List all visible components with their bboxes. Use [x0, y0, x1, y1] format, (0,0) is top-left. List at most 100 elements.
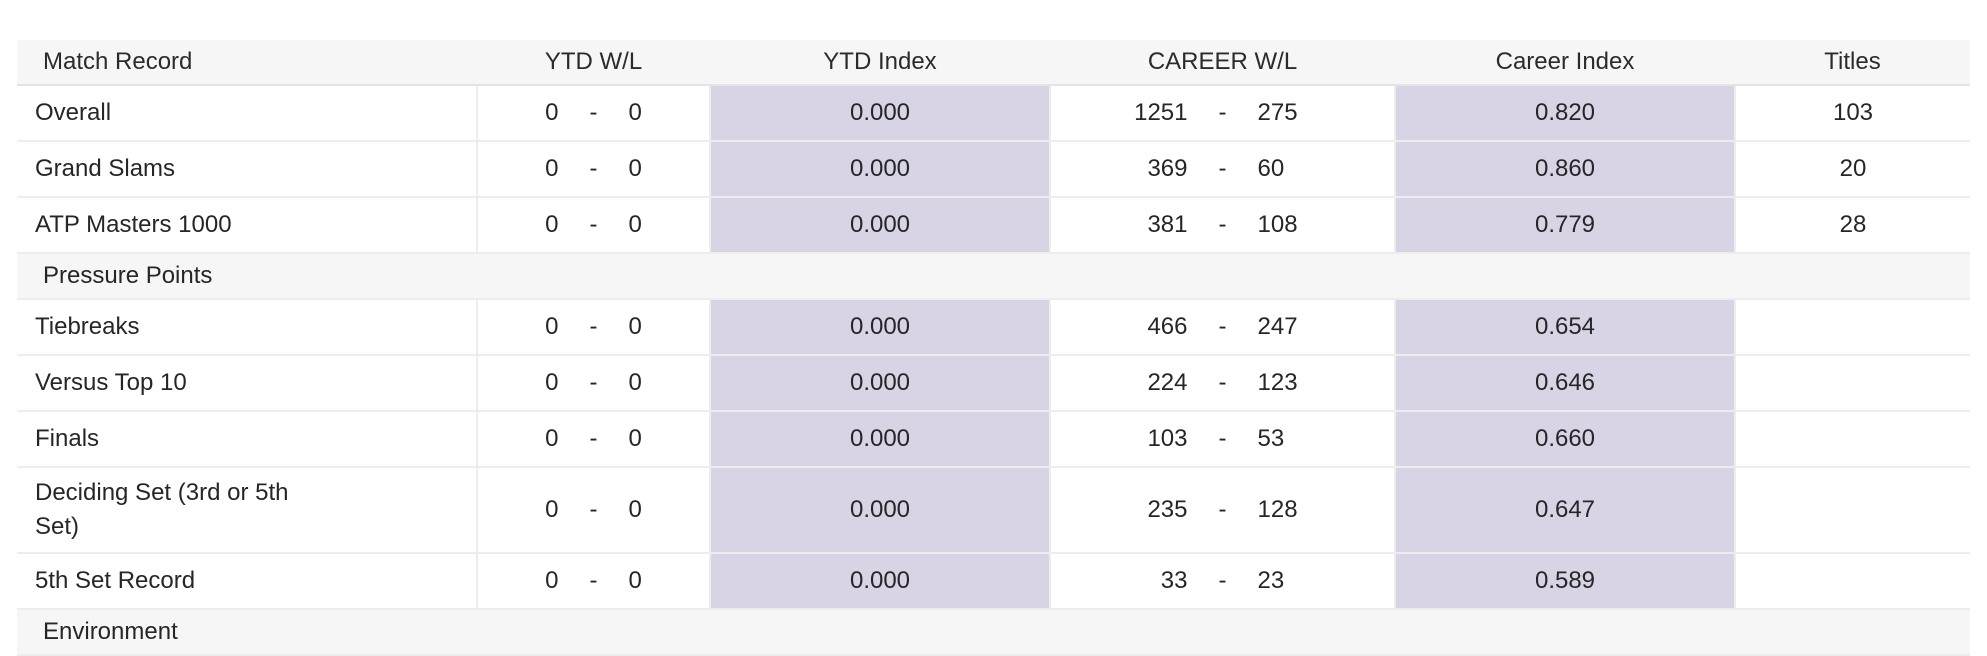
row-label: Grand Slams	[35, 155, 176, 182]
wl-separator: -	[589, 313, 598, 340]
row-label: Versus Top 10	[35, 369, 187, 396]
ytd-losses: 0	[628, 369, 642, 396]
row-label-cell: Versus Top 10	[17, 355, 478, 412]
career-wins: 103	[1147, 425, 1188, 452]
section-header-cell: Environment	[17, 609, 1970, 656]
titles-cell: 103	[1735, 85, 1970, 142]
career-losses: 23	[1257, 567, 1285, 594]
career-wl: 224 - 123	[1051, 369, 1394, 397]
row-label: Tiebreaks	[35, 313, 140, 340]
row-label: ATP Masters 1000	[35, 211, 232, 238]
titles-cell	[1735, 553, 1970, 610]
win-loss-stats-table: Match Record YTD W/L YTD Index CAREER W/…	[17, 40, 1970, 656]
ytd-wins: 0	[545, 99, 559, 126]
table-row: Deciding Set (3rd or 5th Set) 0-0 0.000 235…	[17, 467, 1970, 554]
ytd-losses: 0	[628, 567, 642, 594]
ytd-losses: 0	[628, 496, 642, 523]
row-label-cell: Overall	[17, 85, 478, 142]
career-index-cell: 0.654	[1395, 299, 1736, 356]
ytd-wins: 0	[545, 369, 559, 396]
ytd-index-cell: 0.000	[710, 85, 1051, 142]
titles-cell: 20	[1735, 141, 1970, 198]
table-row: Tiebreaks 0 - 0 0.000 466 - 247 0.654	[17, 299, 1970, 356]
wl-separator: -	[589, 567, 598, 594]
table-row: Overall 0 - 0 0.000 1251 - 275 0.820 103	[17, 85, 1970, 142]
ytd-index-cell: 0.000	[710, 467, 1051, 554]
table-row: Grand Slams 0 - 0 0.000 369 - 60 0.860 20	[17, 141, 1970, 198]
table-row: ATP Masters 1000 0 - 0 0.000 381 - 108 0.779 28	[17, 197, 1970, 254]
ytd-wl: 0 - 0	[478, 567, 709, 595]
wl-separator: -	[589, 425, 598, 452]
ytd-wl-cell: 0 - 0	[477, 355, 711, 412]
ytd-wl-cell: 0 - 0	[477, 141, 711, 198]
career-losses: 108	[1257, 211, 1298, 238]
ytd-wins: 0	[545, 496, 559, 523]
career-losses: 123	[1257, 369, 1298, 396]
ytd-wins: 0	[545, 211, 559, 238]
ytd-wl: 0 - 0	[478, 99, 709, 127]
career-wl-cell: 1251 - 275	[1050, 85, 1396, 142]
column-header-career-wl: CAREER W/L	[1050, 40, 1395, 86]
titles-cell	[1735, 411, 1970, 468]
career-wins: 381	[1147, 211, 1188, 238]
career-wl-cell: 381 - 108	[1050, 197, 1396, 254]
career-index-cell: 0.860	[1395, 141, 1736, 198]
column-header-match-record: Match Record	[17, 40, 477, 86]
ytd-index-cell: 0.000	[710, 553, 1051, 610]
section-header-cell: Pressure Points	[17, 253, 1970, 300]
career-wl: 103 - 53	[1051, 425, 1394, 453]
ytd-index-cell: 0.000	[710, 141, 1051, 198]
row-label: 5th Set Record	[35, 567, 196, 594]
stats-table-body: Overall 0-0 0.000 1251-275 0.820 103 Grand Sla…	[17, 85, 1970, 656]
ytd-wins: 0	[545, 425, 559, 452]
career-losses: 60	[1257, 155, 1285, 182]
ytd-wl: 0 - 0	[478, 369, 709, 397]
row-label: Deciding Set (3rd or 5th Set)	[35, 479, 289, 540]
table-header-row: Match Record YTD W/L YTD Index CAREER W/…	[17, 40, 1970, 86]
wl-separator: -	[1218, 425, 1227, 452]
titles-cell	[1735, 299, 1970, 356]
wl-separator: -	[1218, 496, 1227, 523]
career-losses: 128	[1257, 496, 1298, 523]
career-wl: 33 - 23	[1051, 567, 1394, 595]
section-header-row: Pressure Points	[17, 253, 1970, 300]
ytd-losses: 0	[628, 211, 642, 238]
ytd-wl-cell: 0 - 0	[477, 299, 711, 356]
wl-separator: -	[589, 99, 598, 126]
column-header-titles: Titles	[1735, 40, 1970, 86]
ytd-losses: 0	[628, 313, 642, 340]
career-wl: 369 - 60	[1051, 155, 1394, 183]
career-wins: 1251	[1134, 99, 1188, 126]
ytd-wl: 0 - 0	[478, 313, 709, 341]
career-index-cell: 0.779	[1395, 197, 1736, 254]
ytd-wins: 0	[545, 155, 559, 182]
wl-separator: -	[1218, 313, 1227, 340]
career-wins: 33	[1160, 567, 1188, 594]
row-label: Overall	[35, 99, 112, 126]
column-header-ytd-index: YTD Index	[710, 40, 1050, 86]
career-wins: 224	[1147, 369, 1188, 396]
table-row: 5th Set Record 0 - 0 0.000 33 - 23 0.589	[17, 553, 1970, 610]
wl-separator: -	[1218, 211, 1227, 238]
ytd-index-cell: 0.000	[710, 411, 1051, 468]
career-index-cell: 0.646	[1395, 355, 1736, 412]
career-wl-cell: 33 - 23	[1050, 553, 1396, 610]
wl-separator: -	[1218, 567, 1227, 594]
ytd-losses: 0	[628, 99, 642, 126]
career-index-cell: 0.589	[1395, 553, 1736, 610]
titles-cell	[1735, 467, 1970, 554]
section-header-label: Environment	[43, 618, 178, 645]
career-wl-cell: 103 - 53	[1050, 411, 1396, 468]
career-wl: 466 - 247	[1051, 313, 1394, 341]
table-row: Finals 0 - 0 0.000 103 - 53 0.660	[17, 411, 1970, 468]
wl-separator: -	[589, 496, 598, 523]
career-wl: 1251 - 275	[1051, 99, 1394, 127]
career-losses: 53	[1257, 425, 1285, 452]
row-label-cell: 5th Set Record	[17, 553, 478, 610]
career-index-cell: 0.820	[1395, 85, 1736, 142]
career-wl-cell: 224 - 123	[1050, 355, 1396, 412]
column-header-career-index: Career Index	[1395, 40, 1735, 86]
ytd-wl: 0 - 0	[478, 496, 709, 524]
career-losses: 275	[1257, 99, 1298, 126]
wl-separator: -	[589, 369, 598, 396]
